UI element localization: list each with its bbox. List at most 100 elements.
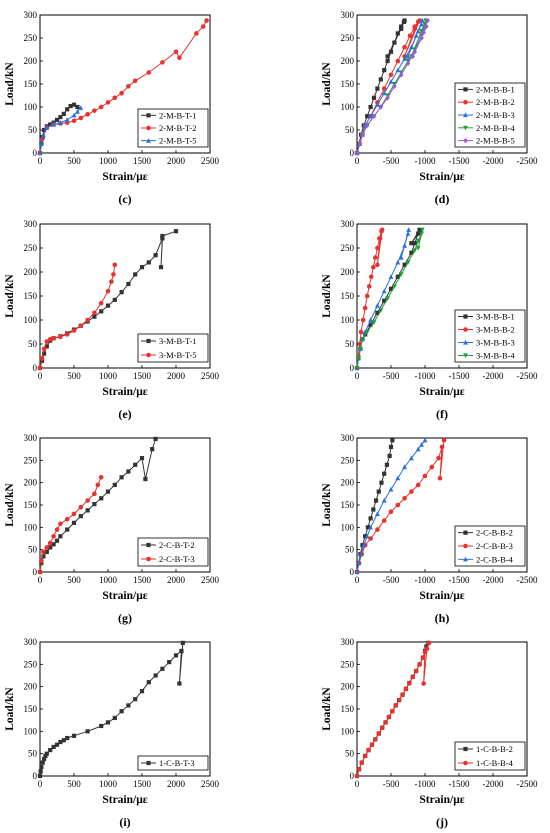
y-axis-label: Load/kN xyxy=(321,687,333,731)
x-tick-label: -1000 xyxy=(415,779,436,789)
data-point xyxy=(412,248,418,253)
legend-label: 2-C-B-T-3 xyxy=(159,554,195,564)
data-point xyxy=(41,127,47,133)
x-tick-label: -2000 xyxy=(483,156,504,166)
data-point xyxy=(379,725,385,731)
data-point xyxy=(410,674,416,680)
data-point xyxy=(368,274,374,280)
data-point xyxy=(402,464,407,470)
legend-swatch-marker xyxy=(463,327,468,332)
data-point xyxy=(357,141,363,147)
data-point xyxy=(415,245,421,251)
x-tick-label: 1500 xyxy=(133,371,152,381)
y-axis-label: Load/kN xyxy=(321,62,333,106)
data-point xyxy=(58,334,63,340)
data-point xyxy=(51,121,56,127)
data-point xyxy=(409,241,414,246)
data-point xyxy=(395,67,401,73)
panel-caption: (f) xyxy=(436,407,448,421)
data-point xyxy=(371,113,377,119)
y-tick-label: 0 xyxy=(350,771,355,781)
legend-swatch-marker xyxy=(146,352,151,358)
data-point xyxy=(92,314,97,319)
y-tick-label: 0 xyxy=(350,363,355,373)
data-point xyxy=(173,653,179,658)
x-tick-label: 0 xyxy=(355,575,360,585)
data-point xyxy=(180,640,185,645)
legend-label: 2-M-B-B-5 xyxy=(476,136,515,146)
legend-label: 2-C-B-T-2 xyxy=(159,540,195,550)
data-point xyxy=(417,227,422,232)
legend-box xyxy=(454,309,526,363)
x-tick-label: 0 xyxy=(355,371,360,381)
data-point xyxy=(68,103,73,109)
data-point xyxy=(362,753,368,759)
x-tick-label: -1500 xyxy=(449,779,470,789)
data-point xyxy=(78,504,84,510)
data-point xyxy=(382,68,387,73)
legend-label: 3-M-B-B-2 xyxy=(476,325,515,335)
legend-label: 2-M-B-T-2 xyxy=(159,123,196,133)
x-tick-label: 0 xyxy=(355,779,360,789)
data-point xyxy=(61,738,66,743)
y-tick-label: 100 xyxy=(341,522,355,532)
legend-box xyxy=(137,755,209,771)
data-point xyxy=(375,262,380,268)
data-point xyxy=(402,243,407,248)
x-tick-label: 500 xyxy=(67,371,81,381)
series-line xyxy=(39,264,116,369)
data-point xyxy=(415,238,421,244)
data-point xyxy=(395,58,401,64)
data-point xyxy=(58,521,63,527)
data-point xyxy=(412,26,418,32)
data-point xyxy=(71,511,77,517)
x-tick-label: 0 xyxy=(38,575,43,585)
data-point xyxy=(362,305,368,311)
data-point xyxy=(153,673,158,678)
data-point xyxy=(54,742,60,747)
legend-box xyxy=(137,537,209,567)
legend-label: 3-M-B-B-1 xyxy=(476,312,515,322)
y-axis-label: Load/kN xyxy=(321,483,333,527)
y-axis-label: Load/kN xyxy=(4,483,16,527)
data-point xyxy=(426,640,432,646)
legend-swatch-marker xyxy=(463,314,468,319)
data-point xyxy=(415,28,421,34)
series-line xyxy=(356,229,423,369)
data-point xyxy=(415,482,421,488)
data-point xyxy=(421,681,426,686)
x-axis-label: Strain/με xyxy=(419,171,464,183)
legend-box xyxy=(137,333,209,363)
data-point xyxy=(112,715,117,721)
data-point xyxy=(382,471,387,476)
data-point xyxy=(416,231,421,236)
series xyxy=(354,227,412,371)
data-point xyxy=(65,735,70,741)
x-tick-label: -2500 xyxy=(517,575,538,585)
panel-caption: (i) xyxy=(119,815,130,829)
data-point xyxy=(424,644,429,649)
data-point xyxy=(399,24,404,29)
data-point xyxy=(376,489,381,494)
legend-swatch-marker xyxy=(463,556,468,562)
x-tick-label: -2500 xyxy=(517,371,538,381)
data-point xyxy=(41,549,46,555)
data-point xyxy=(64,516,70,522)
data-point xyxy=(358,329,364,335)
legend: 3-M-B-T-1 3-M-B-T-5 xyxy=(137,333,209,363)
y-tick-label: 100 xyxy=(24,522,38,532)
data-point xyxy=(92,108,97,113)
data-point xyxy=(37,150,43,156)
data-point xyxy=(376,731,382,736)
panel-caption: (e) xyxy=(118,407,131,421)
y-tick-label: 300 xyxy=(24,637,38,647)
data-point xyxy=(177,681,182,686)
y-tick-label: 150 xyxy=(341,500,355,510)
y-tick-label: 250 xyxy=(24,455,38,465)
y-tick-label: 100 xyxy=(341,315,355,325)
y-tick-label: 200 xyxy=(24,682,38,692)
x-tick-label: 1500 xyxy=(133,779,152,789)
data-point xyxy=(392,83,397,89)
legend-swatch-marker xyxy=(463,99,468,105)
data-point xyxy=(98,104,104,110)
